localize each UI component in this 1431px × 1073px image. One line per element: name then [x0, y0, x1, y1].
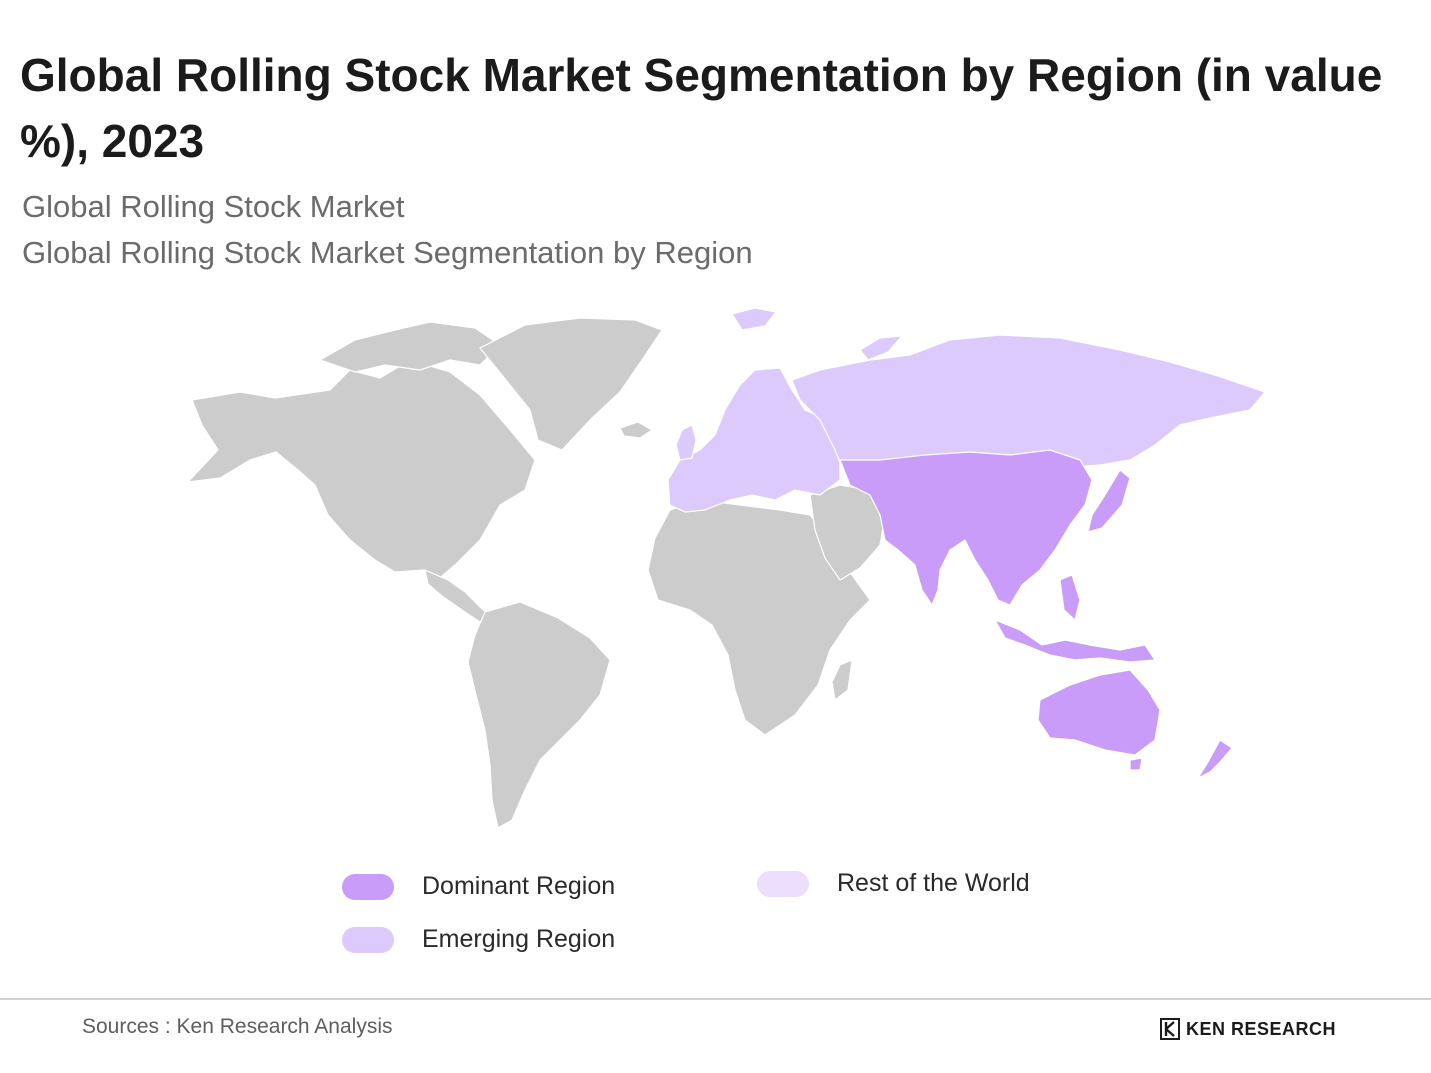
legend-item-rest: Rest of the World: [757, 869, 1030, 898]
subtitle-segmentation: Global Rolling Stock Market Segmentation…: [22, 235, 753, 270]
legend-label-dominant: Dominant Region: [422, 872, 616, 900]
region-southeast-asia-islands[interactable]: [994, 619, 1156, 663]
region-tasmania[interactable]: [1129, 757, 1143, 771]
region-africa: [647, 499, 871, 736]
region-new-zealand[interactable]: [1197, 739, 1233, 779]
legend-swatch-emerging: [342, 926, 394, 953]
legend-swatch-dominant: [342, 873, 394, 900]
region-central-america: [424, 569, 493, 623]
region-greenland: [479, 317, 663, 451]
region-japan[interactable]: [1087, 469, 1131, 533]
region-svalbard[interactable]: [731, 307, 777, 331]
legend-swatch-rest: [757, 870, 809, 897]
region-australia[interactable]: [1037, 669, 1161, 756]
ken-research-logo-icon: [1160, 1018, 1180, 1040]
region-philippines[interactable]: [1059, 574, 1081, 621]
source-note: Sources : Ken Research Analysis: [82, 1015, 393, 1038]
region-madagascar: [831, 659, 853, 701]
legend-label-rest: Rest of the World: [837, 869, 1030, 897]
legend-item-emerging: Emerging Region: [342, 925, 615, 954]
region-iceland: [619, 421, 653, 439]
region-uk[interactable]: [675, 424, 697, 461]
region-north-america: [187, 359, 536, 583]
region-canadian-arctic: [319, 321, 501, 373]
legend-item-dominant: Dominant Region: [342, 872, 615, 901]
region-asia[interactable]: [839, 449, 1093, 606]
region-novaya-zemlya[interactable]: [859, 335, 903, 361]
world-map: [187, 307, 1266, 829]
region-south-america: [467, 601, 611, 829]
chart-title: Global Rolling Stock Market Segmentation…: [20, 49, 1383, 167]
legend-label-emerging: Emerging Region: [422, 925, 616, 953]
subtitle-market: Global Rolling Stock Market: [22, 189, 405, 224]
footer-divider: [0, 998, 1431, 1000]
brand-logo: KEN RESEARCH: [1160, 1018, 1336, 1040]
brand-name: KEN RESEARCH: [1186, 1018, 1337, 1039]
